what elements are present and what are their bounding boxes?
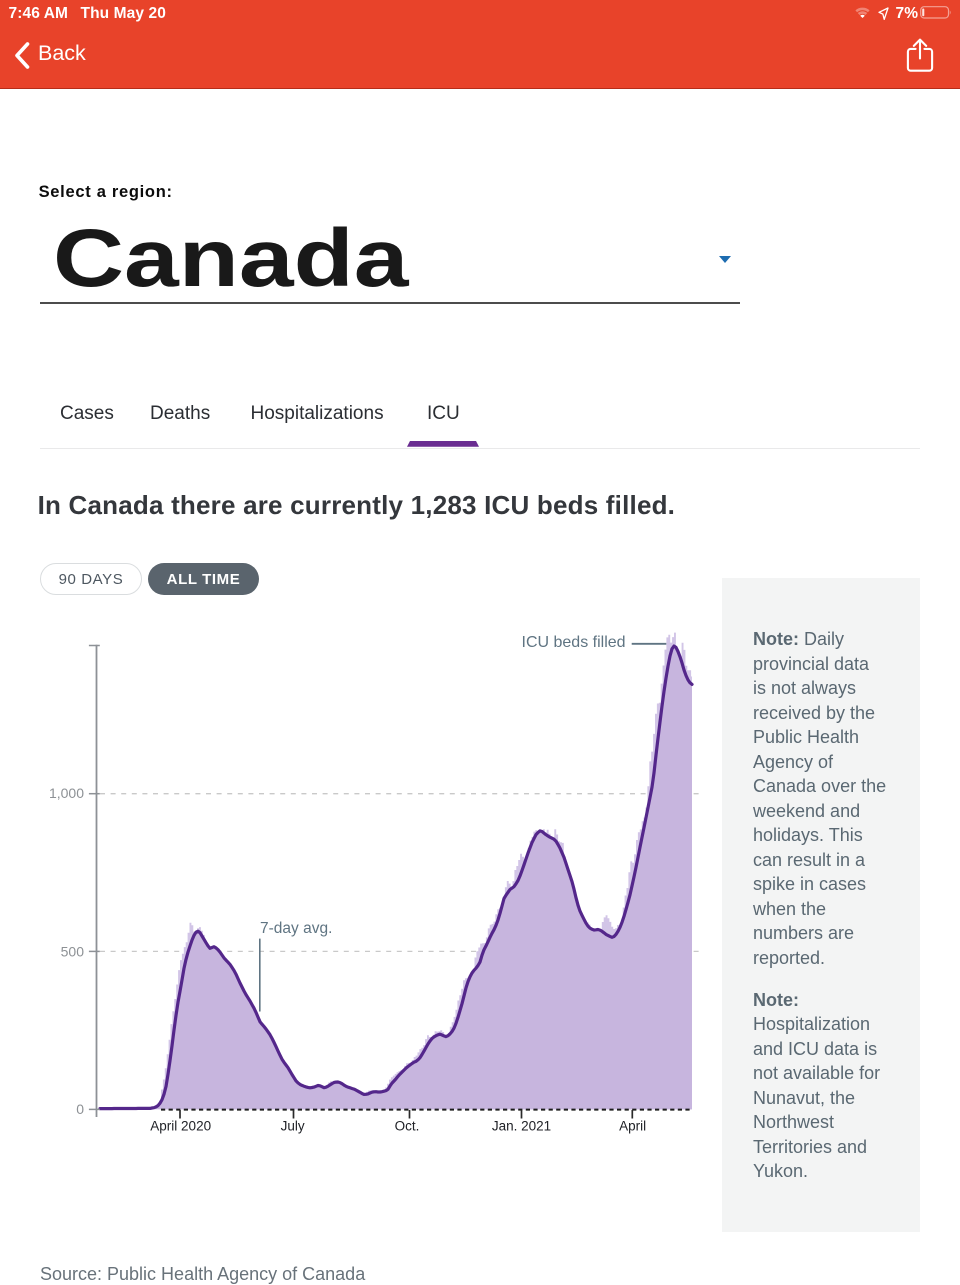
svg-text:April: April (619, 1118, 646, 1133)
svg-text:1,000: 1,000 (49, 785, 84, 801)
svg-text:July: July (281, 1118, 305, 1133)
svg-text:Jan. 2021: Jan. 2021 (492, 1118, 551, 1133)
svg-text:ICU beds filled: ICU beds filled (522, 634, 626, 651)
svg-text:7-day avg.: 7-day avg. (260, 920, 332, 937)
svg-text:0: 0 (76, 1101, 84, 1117)
svg-text:500: 500 (61, 943, 85, 959)
svg-text:Oct.: Oct. (395, 1118, 420, 1133)
svg-text:April 2020: April 2020 (150, 1118, 211, 1133)
